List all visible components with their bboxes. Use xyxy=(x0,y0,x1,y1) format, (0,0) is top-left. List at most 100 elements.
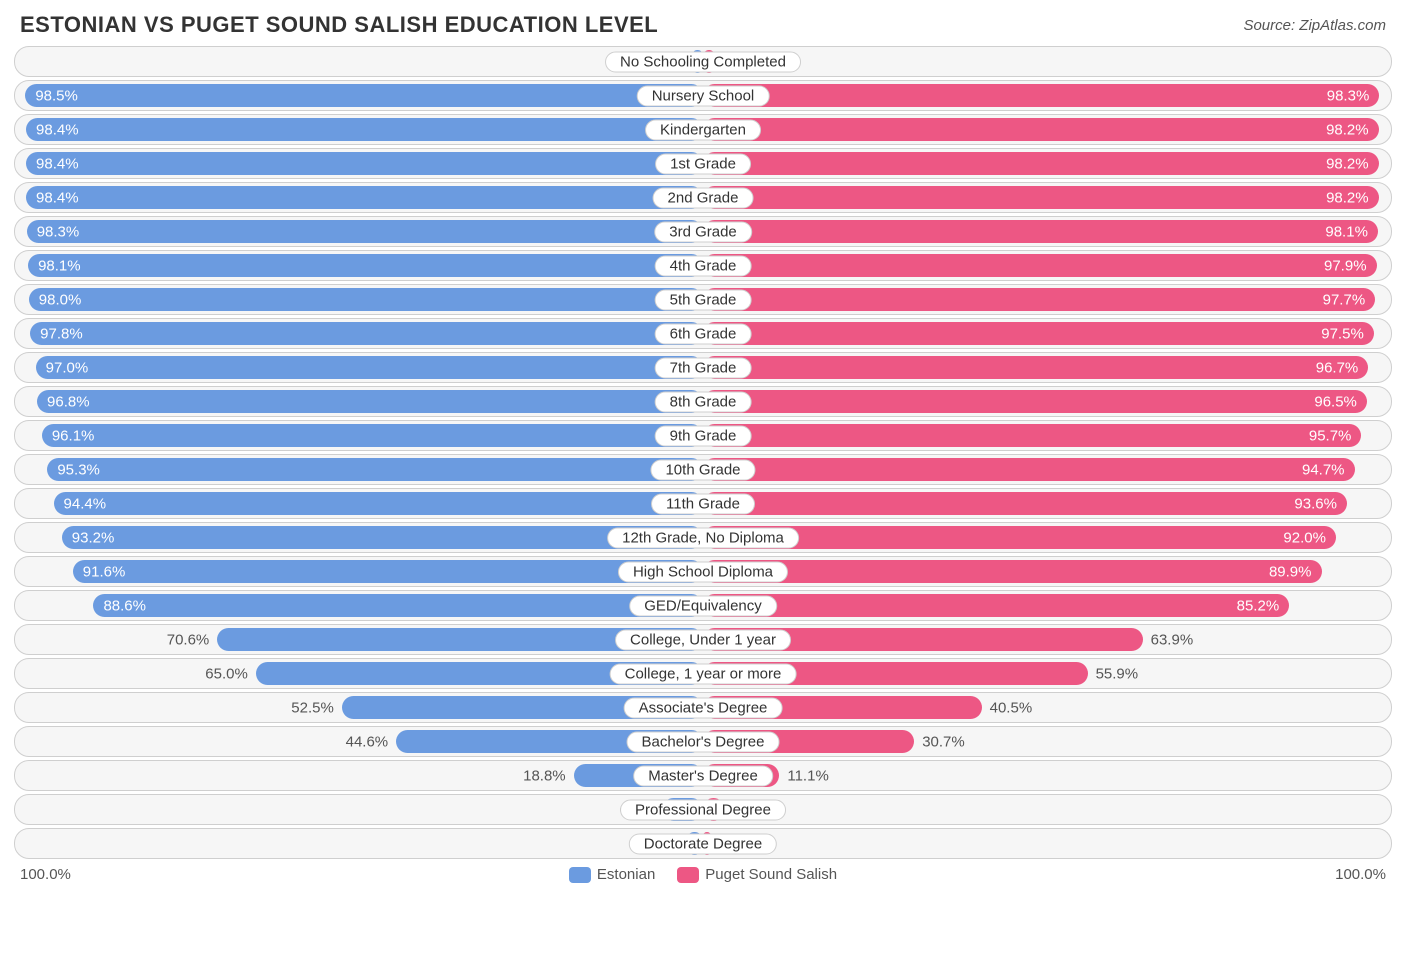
bar-right: 93.6% xyxy=(703,492,1347,515)
bar-left-value: 70.6% xyxy=(167,631,210,648)
legend-label-left: Estonian xyxy=(597,866,655,883)
bar-left-value: 18.8% xyxy=(523,767,566,784)
bar-right-value: 95.7% xyxy=(1309,427,1352,444)
bar-left-value: 98.5% xyxy=(35,87,78,104)
chart-row: 65.0% 55.9% College, 1 year or more xyxy=(14,658,1392,689)
chart-row: 98.0% 97.7% 5th Grade xyxy=(14,284,1392,315)
chart-row: 96.8%96.5%8th Grade xyxy=(14,386,1392,417)
category-label: 3rd Grade xyxy=(654,221,752,242)
bar-right-value: 93.6% xyxy=(1294,495,1337,512)
legend-swatch-right xyxy=(677,867,699,883)
chart-row: 6.0%3.1%Professional Degree xyxy=(14,794,1392,825)
chart-row: 88.6%85.2%GED/Equivalency xyxy=(14,590,1392,621)
category-label: High School Diploma xyxy=(618,561,788,582)
category-label: Kindergarten xyxy=(645,119,761,140)
category-label: 12th Grade, No Diploma xyxy=(607,527,799,548)
bar-right-value: 96.7% xyxy=(1316,359,1359,376)
bar-left: 94.4% xyxy=(54,492,703,515)
category-label: Bachelor's Degree xyxy=(627,731,780,752)
category-label: 10th Grade xyxy=(650,459,755,480)
chart-row: 44.6% 30.7% Bachelor's Degree xyxy=(14,726,1392,757)
bar-right-value: 11.1% xyxy=(787,767,828,784)
bar-left-value: 44.6% xyxy=(346,733,389,750)
bar-left: 98.4% xyxy=(26,152,703,175)
bar-right: 97.7% xyxy=(703,288,1375,311)
category-label: GED/Equivalency xyxy=(629,595,777,616)
bar-right-value: 94.7% xyxy=(1302,461,1345,478)
chart-row: 91.6% 89.9% High School Diploma xyxy=(14,556,1392,587)
bar-right-value: 98.2% xyxy=(1326,121,1369,138)
bar-right-value: 96.5% xyxy=(1314,393,1357,410)
chart-row: 98.3% 98.1% 3rd Grade xyxy=(14,216,1392,247)
bar-right-value: 85.2% xyxy=(1237,597,1280,614)
bar-left: 98.0% xyxy=(29,288,703,311)
chart-row: 95.3% 94.7% 10th Grade xyxy=(14,454,1392,485)
chart-row: 98.1%97.9%4th Grade xyxy=(14,250,1392,281)
chart-row: 98.4% 98.2% 1st Grade xyxy=(14,148,1392,179)
bar-right: 89.9% xyxy=(703,560,1322,583)
category-label: No Schooling Completed xyxy=(605,51,801,72)
legend-swatch-left xyxy=(569,867,591,883)
bar-right-value: 55.9% xyxy=(1096,665,1139,682)
bar-left: 98.3% xyxy=(27,220,703,243)
bar-left-value: 93.2% xyxy=(72,529,115,546)
chart-row: 97.8%97.5%6th Grade xyxy=(14,318,1392,349)
bar-left-value: 98.4% xyxy=(36,189,79,206)
bar-left: 98.4% xyxy=(26,118,703,141)
chart-row: 2.5%1.2%Doctorate Degree xyxy=(14,828,1392,859)
bar-left-value: 52.5% xyxy=(291,699,334,716)
bar-left-value: 97.0% xyxy=(46,359,89,376)
bar-left-value: 95.3% xyxy=(57,461,100,478)
legend-label-right: Puget Sound Salish xyxy=(705,866,837,883)
bar-right-value: 98.2% xyxy=(1326,155,1369,172)
chart-title: ESTONIAN VS PUGET SOUND SALISH EDUCATION… xyxy=(20,12,658,38)
chart-row: 93.2%92.0%12th Grade, No Diploma xyxy=(14,522,1392,553)
source-attribution: Source: ZipAtlas.com xyxy=(1243,17,1386,34)
bar-right: 96.5% xyxy=(703,390,1367,413)
bar-left-value: 96.8% xyxy=(47,393,90,410)
bar-right: 95.7% xyxy=(703,424,1361,447)
bar-right: 96.7% xyxy=(703,356,1368,379)
category-label: Associate's Degree xyxy=(624,697,783,718)
bar-right: 97.5% xyxy=(703,322,1374,345)
axis-max-left: 100.0% xyxy=(20,866,71,883)
category-label: Nursery School xyxy=(637,85,770,106)
chart-row: 18.8%11.1%Master's Degree xyxy=(14,760,1392,791)
bar-left: 97.0% xyxy=(36,356,703,379)
chart-row: 94.4% 93.6% 11th Grade xyxy=(14,488,1392,519)
category-label: 9th Grade xyxy=(655,425,752,446)
bar-right: 85.2% xyxy=(703,594,1289,617)
bar-right: 98.3% xyxy=(703,84,1379,107)
diverging-bar-chart: 1.6%1.8%No Schooling Completed98.5%98.3%… xyxy=(0,46,1406,859)
bar-left-value: 98.3% xyxy=(37,223,80,240)
chart-row: 97.0% 96.7% 7th Grade xyxy=(14,352,1392,383)
chart-row: 98.5% 98.3%Nursery School xyxy=(14,80,1392,111)
legend-item-right: Puget Sound Salish xyxy=(677,866,837,883)
bar-right-value: 30.7% xyxy=(922,733,965,750)
category-label: 7th Grade xyxy=(655,357,752,378)
category-label: 11th Grade xyxy=(651,493,755,514)
bar-right: 97.9% xyxy=(703,254,1377,277)
bar-right-value: 98.1% xyxy=(1325,223,1368,240)
category-label: 6th Grade xyxy=(655,323,752,344)
category-label: 5th Grade xyxy=(655,289,752,310)
category-label: College, 1 year or more xyxy=(610,663,797,684)
bar-left-value: 94.4% xyxy=(64,495,107,512)
bar-right-value: 97.7% xyxy=(1323,291,1366,308)
category-label: 1st Grade xyxy=(655,153,751,174)
bar-left-value: 98.0% xyxy=(39,291,82,308)
chart-row: 98.4%98.2%2nd Grade xyxy=(14,182,1392,213)
bar-left: 91.6% xyxy=(73,560,703,583)
bar-right-value: 97.9% xyxy=(1324,257,1367,274)
bar-right-value: 89.9% xyxy=(1269,563,1312,580)
chart-row: 98.4% 98.2% Kindergarten xyxy=(14,114,1392,145)
bar-left-value: 91.6% xyxy=(83,563,126,580)
category-label: College, Under 1 year xyxy=(615,629,791,650)
axis-max-right: 100.0% xyxy=(1335,866,1386,883)
category-label: Doctorate Degree xyxy=(629,833,777,854)
bar-left: 98.5% xyxy=(25,84,703,107)
bar-left: 97.8% xyxy=(30,322,703,345)
bar-left-value: 65.0% xyxy=(205,665,248,682)
bar-right: 94.7% xyxy=(703,458,1355,481)
bar-left: 98.4% xyxy=(26,186,703,209)
